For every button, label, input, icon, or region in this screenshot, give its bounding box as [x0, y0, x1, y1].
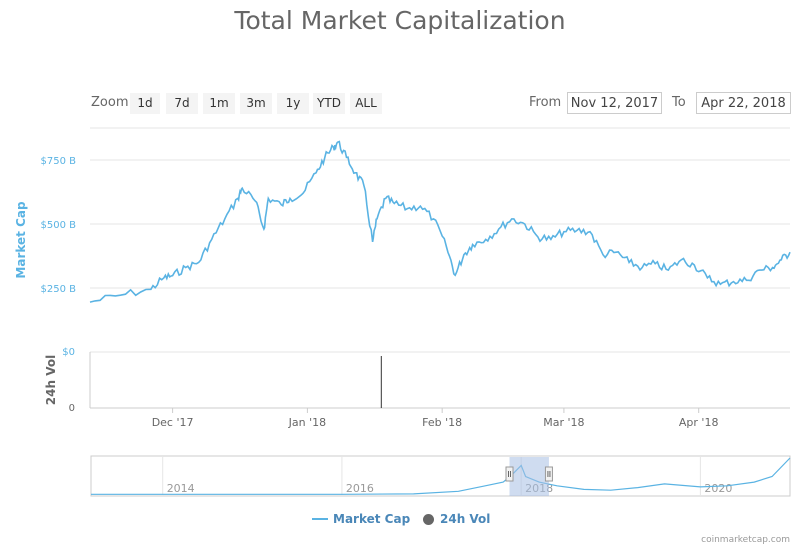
legend-market-cap-line-icon: [312, 518, 328, 520]
navigator: 2014201620182020: [91, 456, 791, 496]
gridlines: [90, 159, 790, 289]
legend-market-cap-label: Market Cap: [333, 512, 411, 526]
navigator-frame: [90, 455, 791, 497]
volume-bottom-tick-label: 0: [69, 403, 75, 414]
y-axis-ticks: $250 B $500 B $750 B: [41, 156, 77, 295]
navigator-series-line: [91, 457, 791, 495]
y-tick-label: $750 B: [41, 156, 77, 167]
credit-text: coinmarketcap.com: [701, 535, 790, 545]
navigator-handle[interactable]: [544, 466, 553, 482]
navigator-handle[interactable]: [505, 466, 514, 482]
navigator-tick-label: 2020: [704, 482, 732, 495]
to-date-input[interactable]: Apr 22, 2018: [696, 92, 791, 114]
volume-top-tick-label: $0: [62, 347, 75, 358]
legend-24h-vol[interactable]: 24h Vol: [423, 512, 490, 526]
navigator-tick-label: 2016: [346, 482, 374, 495]
legend-market-cap[interactable]: Market Cap: [312, 512, 410, 526]
legend-volume-dot-icon: [423, 513, 434, 525]
zoom-3m-button[interactable]: 3m: [240, 93, 272, 114]
to-label: To: [672, 95, 686, 110]
chart-title: Total Market Capitalization: [234, 6, 566, 35]
y-tick-label: $500 B: [41, 220, 77, 231]
zoom-ytd-button[interactable]: YTD: [313, 93, 345, 114]
x-axis-ticks: Dec '17 Jan '18 Feb '18 Mar '18 Apr '18: [152, 408, 719, 429]
x-tick-label: Mar '18: [543, 416, 584, 429]
x-tick-label: Jan '18: [288, 416, 326, 429]
legend-volume-label: 24h Vol: [440, 512, 491, 526]
volume-axis-label: 24h Vol: [44, 355, 58, 405]
zoom-1m-button[interactable]: 1m: [203, 93, 235, 114]
zoom-7d-button[interactable]: 7d: [166, 93, 198, 114]
zoom-all-button[interactable]: ALL: [350, 93, 382, 114]
from-label: From: [529, 95, 562, 110]
y-tick-label: $250 B: [41, 284, 77, 295]
x-tick-label: Feb '18: [422, 416, 462, 429]
from-date-input[interactable]: Nov 12, 2017: [567, 92, 662, 114]
y-axis-label: Market Cap: [14, 201, 28, 279]
zoom-1d-button[interactable]: 1d: [130, 93, 160, 114]
zoom-label: Zoom: [91, 95, 129, 110]
navigator-selection[interactable]: [509, 457, 549, 496]
navigator-tick-label: 2014: [167, 482, 195, 495]
zoom-1y-button[interactable]: 1y: [277, 93, 309, 114]
x-tick-label: Dec '17: [152, 416, 194, 429]
x-tick-label: Apr '18: [679, 416, 719, 429]
market-cap-series-line: [89, 140, 791, 303]
